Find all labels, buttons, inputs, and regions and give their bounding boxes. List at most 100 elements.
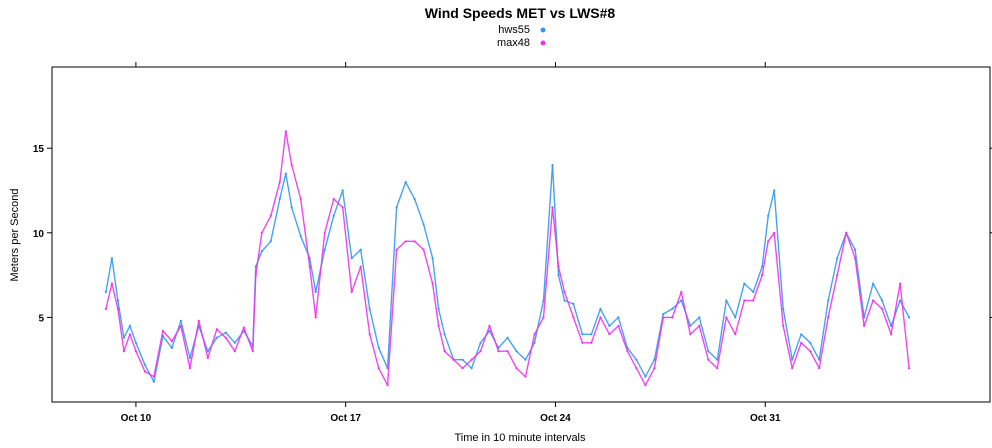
series-segment-max48: [572, 317, 584, 344]
series-segment-max48: [516, 367, 526, 378]
data-point-hws55: [662, 312, 665, 316]
series-segment-hws55: [270, 198, 281, 242]
data-point-hws55: [908, 316, 911, 319]
series-segment-max48: [506, 350, 518, 369]
series-segment-max48: [557, 266, 566, 293]
data-point-max48: [377, 367, 380, 370]
series-segment-max48: [872, 299, 883, 310]
data-point-max48: [116, 307, 119, 310]
data-point-hws55: [128, 324, 131, 327]
data-point-max48: [791, 367, 794, 370]
data-point-hws55: [881, 299, 884, 302]
series-segment-hws55: [506, 337, 518, 352]
series-segment-max48: [234, 327, 245, 352]
data-point-hws55: [413, 197, 416, 201]
data-point-max48: [635, 367, 638, 370]
series-segment-max48: [881, 308, 892, 335]
series-segment-max48: [782, 325, 793, 369]
data-point-hws55: [707, 350, 710, 353]
series-segment-hws55: [437, 308, 446, 335]
series-segment-hws55: [716, 300, 727, 360]
data-point-hws55: [599, 307, 602, 310]
data-point-hws55: [152, 380, 155, 383]
data-point-max48: [470, 358, 473, 361]
series-segment-hws55: [369, 308, 380, 349]
series-segment-max48: [105, 283, 113, 310]
data-point-hws55: [533, 341, 536, 344]
data-point-hws55: [725, 299, 728, 302]
series-segment-max48: [414, 240, 425, 251]
data-point-max48: [557, 265, 560, 268]
series-segment-hws55: [557, 274, 566, 301]
data-point-hws55: [800, 333, 803, 336]
data-point-hws55: [557, 274, 560, 277]
data-point-max48: [110, 282, 113, 285]
x-tick-label: Oct 10: [121, 413, 152, 424]
series-segment-max48: [845, 232, 856, 259]
series-segment-max48: [369, 334, 380, 369]
data-point-max48: [404, 240, 407, 243]
series-segment-hws55: [743, 283, 754, 293]
data-point-hws55: [224, 331, 227, 334]
series-segment-max48: [360, 266, 371, 335]
series-segment-max48: [437, 325, 446, 352]
data-point-max48: [845, 231, 848, 234]
series-segment-max48: [351, 266, 362, 293]
data-point-max48: [341, 206, 344, 209]
data-point-hws55: [854, 248, 857, 251]
series-segment-max48: [899, 283, 910, 369]
data-point-max48: [524, 375, 527, 378]
series-segment-max48: [471, 350, 481, 361]
series-segment-max48: [551, 207, 560, 267]
y-axis: 5 10 15: [33, 144, 992, 324]
series-segment-max48: [854, 258, 865, 326]
series-segment-hws55: [111, 258, 119, 301]
series-segment-hws55: [854, 249, 865, 318]
series-segment-hws55: [653, 313, 664, 360]
data-point-max48: [551, 206, 554, 209]
data-point-hws55: [827, 299, 830, 302]
series-segment-max48: [863, 300, 874, 327]
series-segment-hws55: [279, 173, 287, 200]
data-point-max48: [242, 326, 245, 329]
data-point-hws55: [443, 333, 446, 336]
series-segment-max48: [431, 283, 440, 326]
data-point-hws55: [680, 299, 683, 302]
series-layer: [104, 130, 911, 387]
data-point-hws55: [698, 316, 701, 319]
data-point-max48: [290, 164, 293, 167]
data-point-hws55: [437, 307, 440, 310]
series-segment-max48: [617, 325, 629, 352]
data-point-hws55: [563, 299, 566, 302]
series-segment-hws55: [782, 308, 793, 360]
series-segment-max48: [533, 317, 545, 335]
series-segment-max48: [153, 330, 164, 377]
data-point-max48: [563, 290, 566, 294]
series-segment-max48: [129, 334, 137, 352]
series-segment-hws55: [644, 359, 656, 377]
series-segment-hws55: [291, 207, 302, 237]
data-point-hws55: [671, 307, 674, 310]
data-point-max48: [122, 350, 125, 353]
series-segment-max48: [524, 334, 536, 377]
data-point-max48: [761, 274, 764, 277]
y-tick-label: 15: [33, 144, 45, 155]
series-segment-max48: [291, 164, 302, 200]
data-point-max48: [818, 367, 821, 370]
series-segment-max48: [396, 240, 407, 251]
data-point-hws55: [818, 358, 821, 361]
data-point-hws55: [179, 319, 182, 322]
legend-marker-max48: [540, 40, 546, 46]
x-axis: Oct 10 Oct 17 Oct 24 Oct 31: [121, 62, 781, 424]
data-point-hws55: [377, 346, 380, 349]
data-point-max48: [872, 299, 875, 302]
data-point-max48: [863, 324, 866, 327]
data-point-hws55: [644, 375, 647, 378]
series-segment-hws55: [707, 350, 718, 361]
series-segment-max48: [300, 198, 311, 267]
series-segment-max48: [270, 181, 281, 217]
data-point-max48: [617, 324, 620, 327]
data-point-max48: [698, 324, 701, 327]
series-segment-max48: [117, 308, 125, 352]
